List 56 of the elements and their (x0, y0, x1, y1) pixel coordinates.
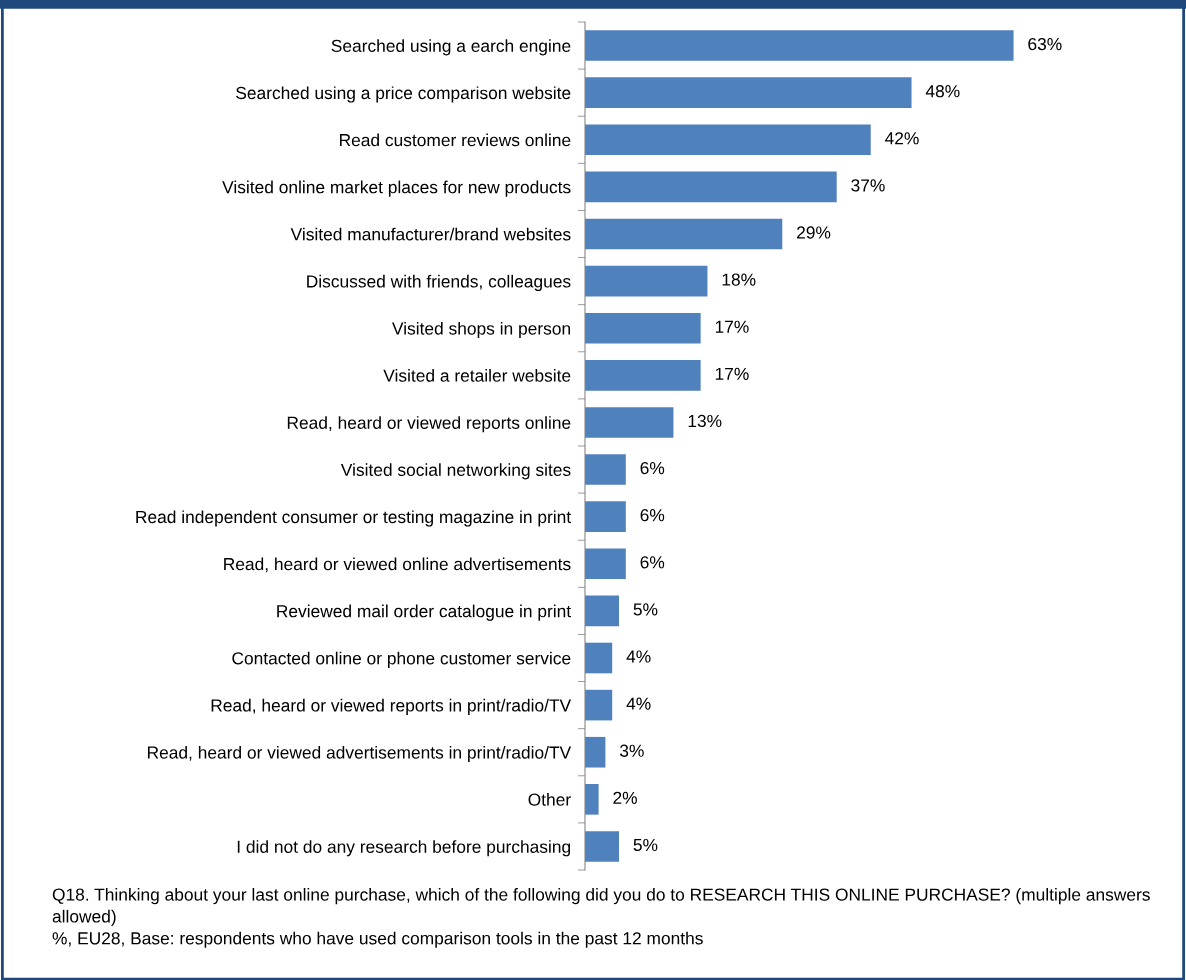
y-tick-label: Visited manufacturer/brand websites (290, 227, 571, 241)
bar (585, 548, 626, 580)
bar (585, 689, 613, 721)
bar (585, 77, 912, 108)
y-tick-label: Read, heard or viewed reports online (287, 416, 571, 433)
bar (585, 171, 837, 203)
y-tick-label: I did not do any research before purchasing (237, 840, 571, 857)
y-tick-label: Discussed with friends, colleagues (307, 274, 571, 291)
bar (585, 831, 620, 862)
data-label: 6% (640, 509, 665, 522)
y-tick-label: Visited shops in person (392, 321, 570, 339)
bar (585, 360, 701, 391)
y-tick-label: Read independent consumer or testing magazine in print (136, 510, 572, 527)
data-label: 6% (640, 556, 665, 569)
y-tick-label: Visited online market places for new products (222, 180, 571, 197)
data-label: 17% (715, 320, 749, 333)
bar (585, 312, 701, 344)
data-label: 4% (626, 697, 651, 710)
y-tick-label: Searched using a price comparison website (236, 86, 571, 103)
text: %, EU28, Base: respondents who have used comparison tools in the past 12 months (52, 931, 703, 948)
data-label: 5% (633, 838, 658, 852)
data-label: 18% (722, 273, 756, 286)
bar (585, 595, 620, 627)
bar (585, 407, 674, 438)
data-label: 17% (715, 367, 749, 380)
data-label: 4% (626, 650, 651, 663)
bar (585, 736, 606, 768)
data-label: 37% (851, 179, 885, 192)
bar (585, 454, 626, 485)
data-label: 3% (619, 744, 644, 757)
data-label: 6% (640, 461, 665, 475)
y-tick-label: Read customer reviews online (340, 133, 571, 147)
bar (585, 501, 626, 532)
y-tick-label: Contacted online or phone customer service (232, 651, 571, 668)
text: Q18. Thinking about your last online purchase, which of the following did you do to RESEARCH THIS ONLINE PURCHASE? (multiple answers allowed) (52, 888, 1150, 927)
bar (585, 265, 708, 297)
bar (585, 784, 599, 815)
y-tick-label: Other (528, 793, 571, 806)
y-tick-label: Visited a retailer website (383, 369, 571, 382)
y-tick-label: Searched using a earch engine (331, 39, 571, 56)
data-label: 63% (1028, 37, 1062, 51)
data-label: 29% (797, 226, 831, 239)
bar (585, 218, 783, 250)
data-label: 42% (885, 132, 919, 145)
y-tick-label: Reviewed mail order catalogue in print (277, 604, 571, 621)
data-label: 13% (688, 414, 722, 428)
bar (585, 30, 1014, 61)
bar (585, 642, 613, 674)
bar (585, 124, 871, 156)
data-label: 5% (633, 603, 658, 616)
y-tick-label: Read, heard or viewed reports in print/radio/TV (211, 698, 572, 715)
y-tick-label: Visited social networking sites (340, 463, 571, 480)
y-tick-label: Read, heard or viewed online advertisements (224, 557, 571, 573)
data-label: 48% (925, 85, 960, 98)
y-tick-label: Read, heard or viewed advertisements in print/radio/TV (147, 745, 572, 763)
data-label: 2% (613, 791, 637, 804)
